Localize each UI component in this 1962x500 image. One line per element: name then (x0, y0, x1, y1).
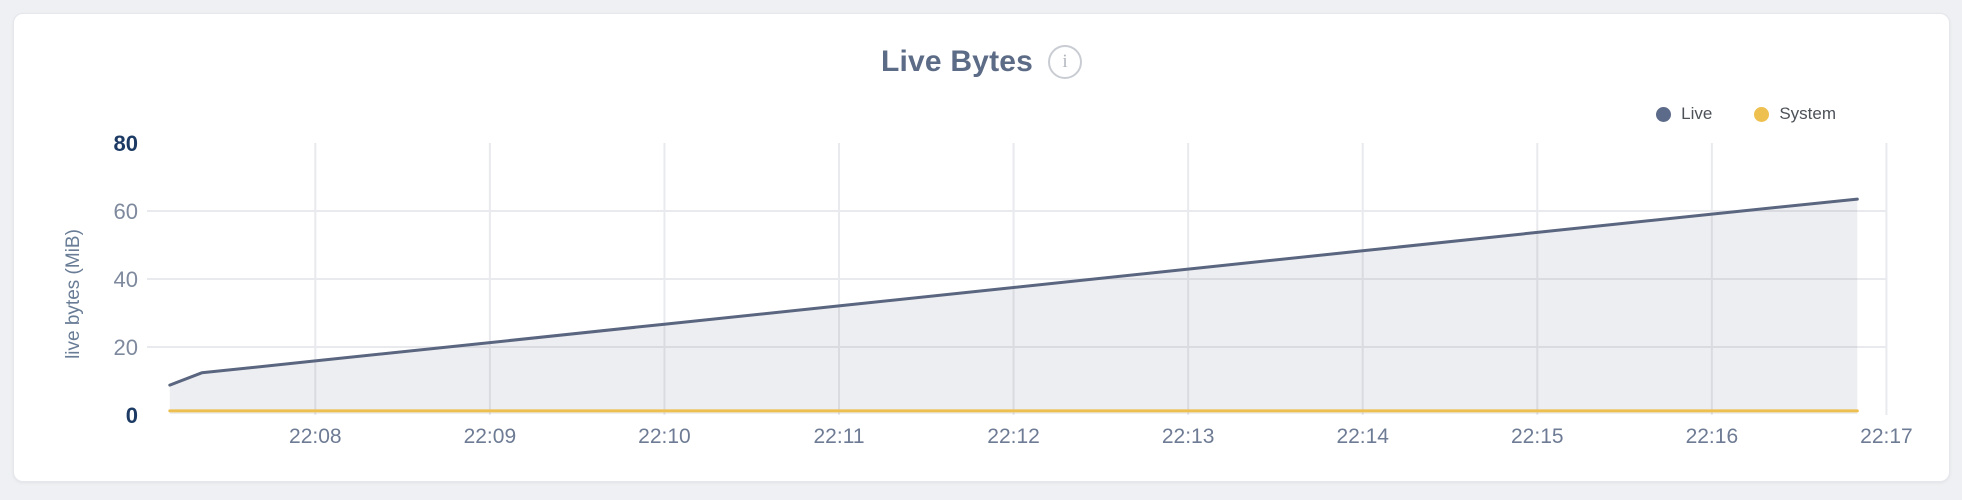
system-series-dot-icon (1754, 106, 1770, 122)
chart-card: Live Bytes i Live System live bytes (MiB… (13, 13, 1950, 482)
legend: Live System (1656, 104, 1836, 124)
live-series-line (168, 197, 1859, 387)
info-icon[interactable]: i (1048, 45, 1083, 79)
live-series-dot-icon (1656, 106, 1672, 122)
y-tick-label: 60 (114, 199, 138, 224)
x-tick-label: 22:15 (1511, 425, 1564, 448)
chart-title: Live Bytes (880, 45, 1034, 78)
x-tick-label: 22:08 (289, 425, 342, 448)
x-tick-label: 22:14 (1336, 425, 1389, 448)
x-tick-label: 22:16 (1686, 425, 1739, 448)
legend-label-live: Live (1681, 104, 1713, 123)
x-tick-label: 22:13 (1162, 425, 1215, 448)
x-tick-label: 22:17 (1860, 425, 1913, 448)
x-tick-label: 22:09 (464, 425, 517, 448)
x-tick-label: 22:11 (814, 425, 865, 448)
y-tick-label: 40 (114, 267, 138, 292)
x-tick-label: 22:10 (638, 425, 691, 448)
live-series-area (169, 199, 1858, 414)
legend-item-live[interactable]: Live (1656, 104, 1712, 124)
legend-item-system[interactable]: System (1754, 104, 1836, 124)
y-tick-label: 80 (114, 131, 138, 156)
y-tick-label: 20 (114, 335, 138, 360)
y-tick-label: 0 (126, 403, 138, 428)
legend-label-system: System (1779, 104, 1836, 123)
chart-header: Live Bytes i (14, 45, 1949, 79)
x-tick-label: 22:12 (987, 425, 1040, 448)
